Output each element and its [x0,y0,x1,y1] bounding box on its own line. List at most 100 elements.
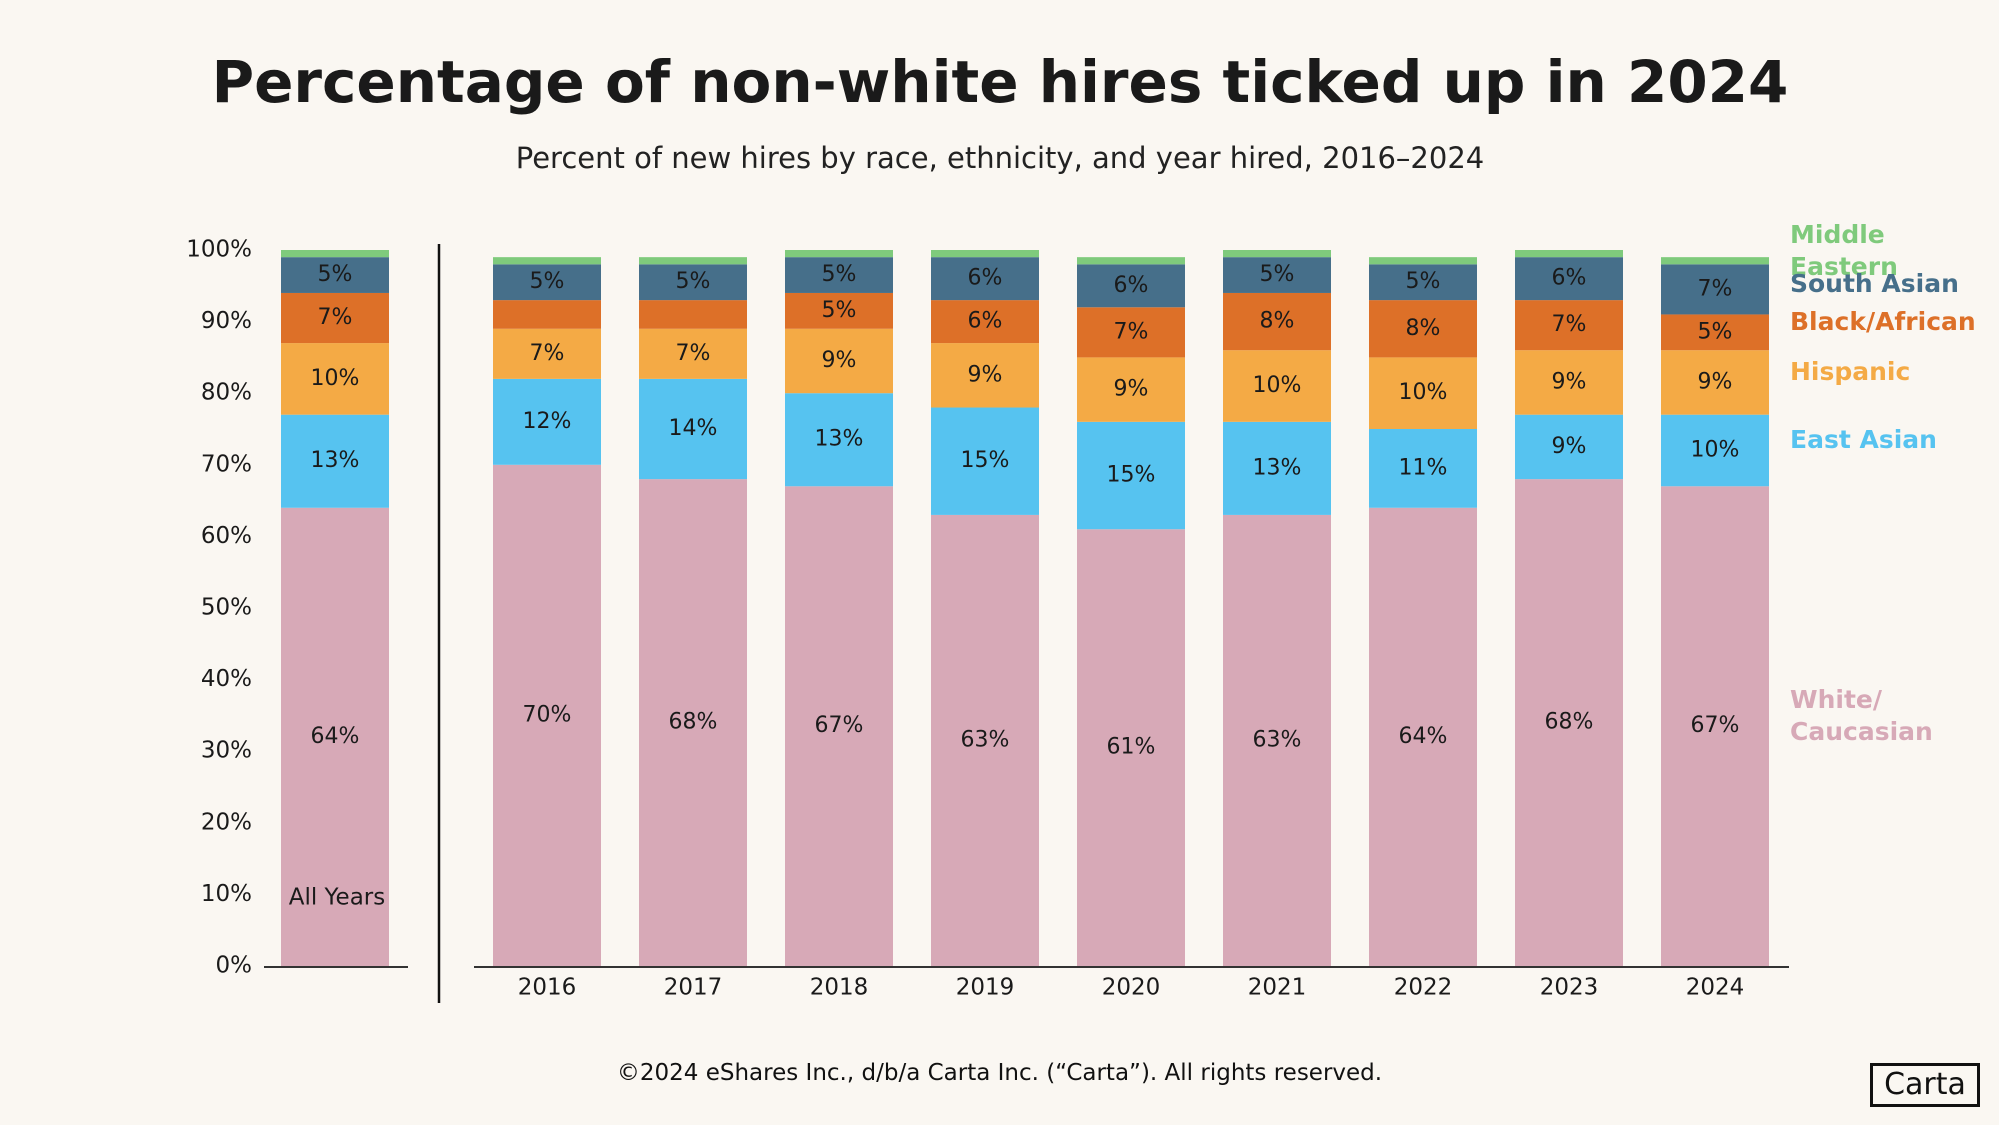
bar-segment [785,257,893,293]
legend-entry: Black/African [1790,307,1976,337]
y-tick-label: 100% [186,237,252,263]
bar-segment [931,343,1039,408]
x-tick-label: 2024 [1686,975,1745,1001]
bar-segment [1515,300,1623,351]
bar-segment [281,257,389,293]
value-label: 67% [815,713,864,738]
value-label: 12% [523,409,572,434]
bar-segment [1077,357,1185,422]
bar-segment [639,257,747,265]
bar-segment [493,378,601,465]
bar-segment [1515,479,1623,966]
value-label: 64% [1399,724,1448,749]
chart-title: Percentage of non-white hires ticked up … [212,48,1789,116]
x-tick-label: 2021 [1248,975,1307,1001]
value-label: 6% [968,266,1003,291]
value-label: 10% [1691,437,1740,462]
bar-segment [1223,421,1331,515]
bar-segment [1223,514,1331,966]
value-label: 5% [676,269,711,294]
logo: Carta [1870,1063,1980,1107]
value-label: 9% [1552,369,1587,394]
y-tick-label: 0% [216,953,253,979]
value-label: 14% [669,416,718,441]
bar-segment [1077,307,1185,358]
bar-segment [1661,257,1769,265]
bar-segment [1077,264,1185,308]
bar-segment [931,257,1039,301]
x-tick-label: 2017 [664,975,723,1001]
bar-segment [1661,350,1769,415]
value-label: 68% [669,710,718,735]
bar-segment [281,343,389,415]
bar-segment [931,250,1039,258]
value-label: 10% [311,366,360,391]
value-label: 9% [1552,434,1587,459]
bar-segment [1223,292,1331,351]
legend-entry: East Asian [1790,425,1937,455]
value-label: 8% [1406,316,1441,341]
bar-segment [281,292,389,344]
y-tick-label: 60% [201,523,252,549]
bar-segment [1223,257,1331,293]
value-label: 6% [968,309,1003,334]
value-label: 5% [1260,262,1295,287]
value-label: 11% [1399,455,1448,480]
bar-segment [1369,429,1477,508]
bar-segment [1223,350,1331,422]
value-label: 7% [318,305,353,330]
value-label: 5% [822,298,857,323]
x-tick-label: 2020 [1102,975,1161,1001]
y-tick-label: 30% [201,738,252,764]
value-label: 15% [961,448,1010,473]
value-label: 10% [1253,373,1302,398]
bar-segment [1369,507,1477,966]
bar-segment [493,328,601,379]
bar-segment [1369,257,1477,265]
y-tick-label: 20% [201,809,252,835]
bar-segment [1077,257,1185,265]
y-tick-label: 70% [201,451,252,477]
bar-segment [931,300,1039,344]
bar-segment [639,479,747,966]
x-tick-label: 2022 [1394,975,1453,1001]
legend-entry: Middle Eastern [1790,219,1898,281]
value-label: 7% [1698,276,1733,301]
value-label: 9% [1114,377,1149,402]
value-label: 70% [523,702,572,727]
value-label: 9% [968,362,1003,387]
bar-segment [1515,257,1623,301]
bar-segment [493,257,601,265]
value-label: 7% [530,341,565,366]
value-label: 5% [530,269,565,294]
value-label: 5% [822,262,857,287]
y-tick-label: 10% [201,881,252,907]
bar-segment [785,328,893,394]
category-label: All Years [289,885,386,911]
value-label: 13% [1253,455,1302,480]
bar-segment [493,264,601,301]
value-label: 9% [822,348,857,373]
bar-segment [785,486,893,966]
legend-entry: South Asian [1790,268,1959,298]
bar-segment [639,378,747,480]
bar-segment [931,514,1039,966]
value-label: 5% [318,262,353,287]
value-label: 9% [1698,369,1733,394]
value-label: 64% [311,724,360,749]
value-label: 61% [1107,735,1156,760]
value-label: 68% [1545,710,1594,735]
bar-segment [1369,357,1477,429]
value-label: 67% [1691,713,1740,738]
value-label: 7% [1114,319,1149,344]
bar-segment [1515,414,1623,480]
bar-segment [493,300,601,329]
value-label: 8% [1260,309,1295,334]
value-label: 63% [1253,727,1302,752]
bar-segment [281,250,389,258]
value-label: 7% [676,341,711,366]
bar-segment [639,328,747,379]
value-label: 63% [961,727,1010,752]
value-label: 10% [1399,380,1448,405]
